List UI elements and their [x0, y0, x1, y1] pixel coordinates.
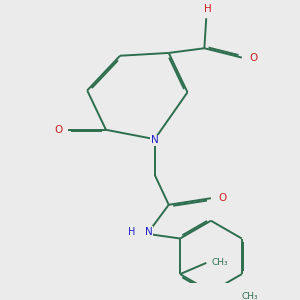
- Text: CH₃: CH₃: [242, 292, 259, 300]
- Text: O: O: [54, 125, 62, 135]
- Text: O: O: [249, 52, 257, 63]
- Text: H: H: [204, 4, 212, 14]
- Text: N: N: [145, 227, 153, 237]
- Text: H: H: [128, 227, 135, 237]
- Text: CH₃: CH₃: [211, 258, 228, 267]
- Text: O: O: [218, 193, 226, 203]
- Text: N: N: [151, 135, 159, 145]
